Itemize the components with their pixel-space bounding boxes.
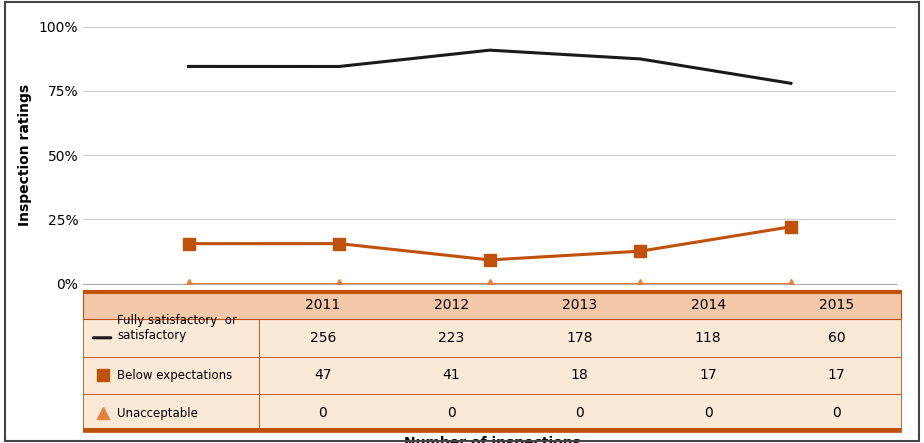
Text: 2013: 2013: [562, 298, 598, 311]
Text: 41: 41: [443, 369, 460, 382]
Text: 60: 60: [828, 331, 845, 345]
Text: 2012: 2012: [433, 298, 469, 311]
Bar: [83, 290, 901, 319]
Text: 118: 118: [695, 331, 722, 345]
Bar: [259, 394, 901, 432]
Bar: [83, 319, 259, 357]
Text: 256: 256: [310, 331, 336, 345]
Text: 223: 223: [438, 331, 465, 345]
Bar: [259, 319, 901, 357]
Text: 0: 0: [576, 406, 584, 420]
Text: Fully satisfactory  or
satisfactory: Fully satisfactory or satisfactory: [117, 314, 237, 342]
Text: Unacceptable: Unacceptable: [117, 407, 199, 420]
Y-axis label: Inspection ratings: Inspection ratings: [18, 84, 31, 226]
Bar: [83, 357, 259, 394]
Text: 2015: 2015: [819, 298, 855, 311]
Bar: [259, 357, 901, 394]
Bar: [83, 394, 259, 432]
Text: 178: 178: [566, 331, 593, 345]
Text: Below expectations: Below expectations: [117, 369, 233, 382]
Text: 17: 17: [699, 369, 717, 382]
Text: 47: 47: [314, 369, 332, 382]
Text: Number of inspections: Number of inspections: [404, 436, 580, 443]
Text: 2011: 2011: [305, 298, 341, 311]
Text: 0: 0: [833, 406, 841, 420]
Text: 0: 0: [319, 406, 327, 420]
Text: 0: 0: [704, 406, 712, 420]
Text: 18: 18: [571, 369, 589, 382]
Text: 2014: 2014: [690, 298, 726, 311]
Text: 17: 17: [828, 369, 845, 382]
Text: 0: 0: [447, 406, 456, 420]
